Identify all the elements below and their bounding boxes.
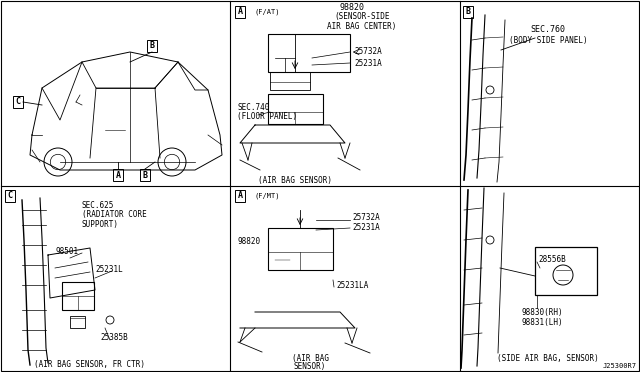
Text: 98820: 98820	[339, 3, 365, 13]
Text: C: C	[8, 192, 13, 201]
Text: 98831(LH): 98831(LH)	[522, 317, 564, 327]
Text: 98501: 98501	[55, 247, 78, 257]
Bar	[268, 34, 350, 72]
Text: (F/AT): (F/AT)	[254, 9, 280, 15]
Text: B: B	[465, 7, 470, 16]
Bar	[70, 316, 85, 328]
Bar	[235, 6, 245, 18]
Text: (BODY SIDE PANEL): (BODY SIDE PANEL)	[509, 35, 588, 45]
Text: (SIDE AIR BAG, SENSOR): (SIDE AIR BAG, SENSOR)	[497, 353, 599, 362]
Text: 25385B: 25385B	[100, 334, 128, 343]
Bar	[535, 247, 597, 295]
Text: 98830(RH): 98830(RH)	[522, 308, 564, 317]
Bar	[235, 190, 245, 202]
Text: 25732A: 25732A	[354, 48, 381, 57]
Text: SEC.760: SEC.760	[531, 26, 566, 35]
Bar	[13, 96, 23, 108]
Text: (AIR BAG: (AIR BAG	[291, 353, 328, 362]
Text: A: A	[115, 170, 120, 180]
Text: (AIR BAG SENSOR): (AIR BAG SENSOR)	[258, 176, 332, 186]
Text: SEC.740: SEC.740	[237, 103, 269, 112]
Bar	[140, 169, 150, 181]
Text: SUPPORT): SUPPORT)	[82, 221, 119, 230]
Bar	[5, 190, 15, 202]
Text: J25300R7: J25300R7	[603, 363, 637, 369]
Bar	[147, 40, 157, 52]
Text: B: B	[150, 42, 154, 51]
Text: 28556B: 28556B	[538, 256, 566, 264]
Bar	[268, 94, 323, 124]
Text: B: B	[143, 170, 147, 180]
Text: SEC.625: SEC.625	[82, 201, 115, 209]
Text: 25732A: 25732A	[352, 214, 380, 222]
Bar	[463, 6, 473, 18]
Text: 98820: 98820	[238, 237, 261, 247]
Text: AIR BAG CENTER): AIR BAG CENTER)	[327, 22, 397, 31]
Bar	[62, 282, 94, 310]
Bar	[270, 72, 310, 90]
Text: 25231A: 25231A	[352, 224, 380, 232]
Text: 25231LA: 25231LA	[336, 280, 369, 289]
Text: (RADIATOR CORE: (RADIATOR CORE	[82, 211, 147, 219]
Text: 25231A: 25231A	[354, 58, 381, 67]
Text: A: A	[237, 7, 243, 16]
Text: C: C	[15, 97, 20, 106]
Text: A: A	[237, 192, 243, 201]
Text: (AIR BAG SENSOR, FR CTR): (AIR BAG SENSOR, FR CTR)	[35, 360, 145, 369]
Text: (FLOOR PANEL): (FLOOR PANEL)	[237, 112, 297, 122]
Text: 25231L: 25231L	[95, 266, 123, 275]
Text: (SENSOR-SIDE: (SENSOR-SIDE	[334, 13, 390, 22]
Text: (F/MT): (F/MT)	[254, 193, 280, 199]
Bar	[268, 228, 333, 270]
Text: SENSOR): SENSOR)	[294, 362, 326, 372]
Bar	[113, 169, 123, 181]
